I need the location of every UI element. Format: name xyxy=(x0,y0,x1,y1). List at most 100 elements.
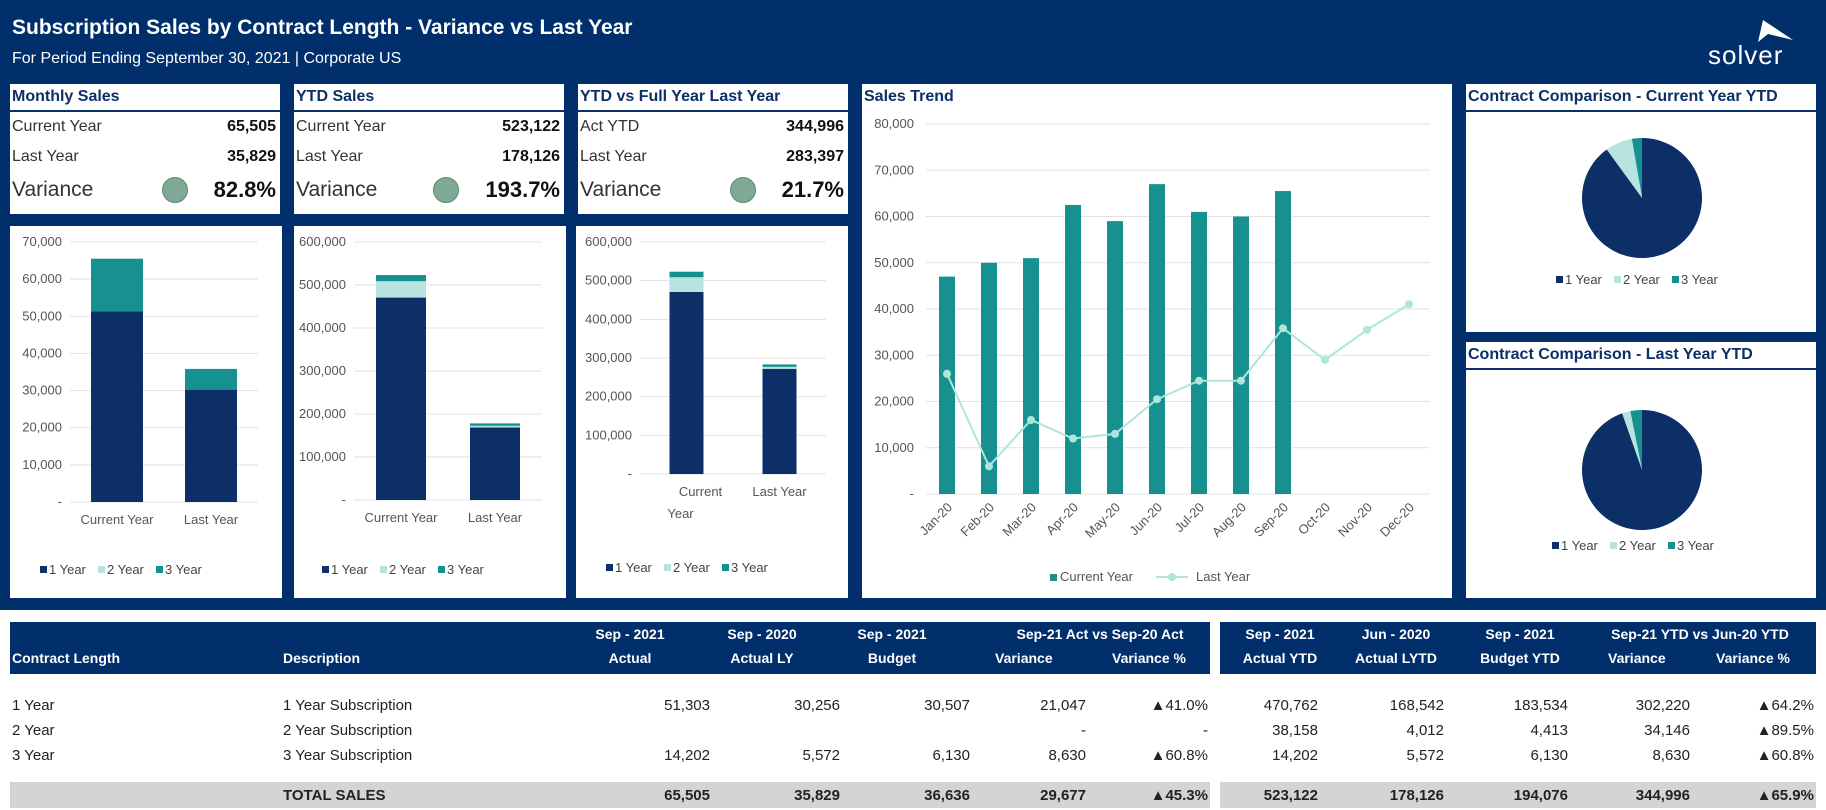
bar-segment xyxy=(669,271,704,278)
legend-label: 2 Year xyxy=(107,562,145,577)
x-tick-label: Last Year xyxy=(184,512,239,527)
legend-label: 1 Year xyxy=(331,562,369,577)
x-tick-label: Current xyxy=(679,484,723,499)
y-tick-label: 500,000 xyxy=(585,273,632,288)
table-header-left: Contract Length Description Sep - 2021 A… xyxy=(10,622,1210,674)
table-header-right: Sep - 2021 Actual YTD Jun - 2020 Actual … xyxy=(1220,622,1816,674)
cell-actual-ly: 35,829 xyxy=(794,787,840,804)
cell-var: 21,047 xyxy=(1040,697,1086,714)
y-tick-label: 100,000 xyxy=(585,427,632,442)
cell-actual: 51,303 xyxy=(664,697,710,714)
y-tick-label: 300,000 xyxy=(299,363,346,378)
kpi-value: 65,505 xyxy=(227,118,276,135)
x-tick-label: Sep-20 xyxy=(1251,500,1291,540)
cell-var: 8,630 xyxy=(1048,747,1086,764)
kpi-label: Current Year xyxy=(296,118,386,135)
x-tick-label: May-20 xyxy=(1082,500,1123,541)
cell-var: 29,677 xyxy=(1040,787,1086,804)
cell-description: 2 Year Subscription xyxy=(283,722,413,739)
x-tick-label: Jan-20 xyxy=(916,500,955,539)
legend-label: 3 Year xyxy=(447,562,485,577)
trend-bar xyxy=(939,276,955,494)
x-tick-label: Current Year xyxy=(81,512,155,527)
ytd-sales-chart: - 100,000 200,000 300,000 400,000 500,000 600,… xyxy=(299,234,542,577)
legend-label: 2 Year xyxy=(1623,272,1661,287)
legend-swatch xyxy=(1614,276,1621,283)
cell-lytd: 5,572 xyxy=(1406,747,1444,764)
y-tick-label: 70,000 xyxy=(874,162,914,177)
bar-segment xyxy=(376,281,426,298)
kpi-row-last: Last Year 35,829 xyxy=(10,142,280,172)
trend-point xyxy=(1279,324,1287,333)
legend-swatch xyxy=(1556,276,1563,283)
legend-label: 2 Year xyxy=(389,562,427,577)
x-tick-label: Nov-20 xyxy=(1335,500,1375,540)
cell-contract-length: 3 Year xyxy=(12,747,55,764)
cell-var-pct: ▲60.8% xyxy=(1150,747,1208,764)
legend-label: Last Year xyxy=(1196,569,1251,584)
bar-segment xyxy=(376,275,426,282)
x-tick-label: Feb-20 xyxy=(957,500,997,540)
pie-current-title: Contract Comparison - Current Year YTD xyxy=(1466,84,1816,112)
legend-swatch xyxy=(606,564,613,571)
y-tick-label: 400,000 xyxy=(585,311,632,326)
trend-bar xyxy=(1107,221,1123,494)
legend-swatch xyxy=(156,566,163,573)
cell-description: 3 Year Subscription xyxy=(283,747,413,764)
legend-swatch xyxy=(40,566,47,573)
trend-point xyxy=(1321,355,1329,364)
th-budget-ytd: Budget YTD xyxy=(1480,650,1560,666)
cell-budget-ytd: 194,076 xyxy=(1513,787,1568,804)
kpi-value: 523,122 xyxy=(502,118,560,135)
bar-segment xyxy=(91,311,143,502)
kpi-label: Current Year xyxy=(12,118,102,135)
trend-bar xyxy=(1023,258,1039,494)
x-tick-label: Jul-20 xyxy=(1171,500,1207,536)
trend-bar xyxy=(1275,191,1291,494)
pie-slice xyxy=(1622,411,1642,470)
kpi-label: Last Year xyxy=(580,148,647,165)
y-tick-label: - xyxy=(628,466,632,481)
trend-point xyxy=(1195,376,1203,385)
cell-budget-ytd: 4,413 xyxy=(1530,722,1568,739)
trend-point xyxy=(1153,395,1161,404)
x-tick-label: Apr-20 xyxy=(1043,500,1081,538)
pie-slice xyxy=(1582,410,1702,530)
cell-ytd: 470,762 xyxy=(1263,697,1318,714)
legend-label: 3 Year xyxy=(165,562,203,577)
legend-label: 3 Year xyxy=(1681,272,1719,287)
th-actual: Actual xyxy=(608,650,652,666)
legend-label: 1 Year xyxy=(615,560,653,575)
legend-label: 1 Year xyxy=(1561,538,1599,553)
kpi-ytd-vs-full-year: YTD vs Full Year Last Year Act YTD 344,99… xyxy=(578,84,848,214)
bar-segment xyxy=(762,364,797,367)
kpi-variance-label: Variance xyxy=(580,178,662,201)
trend-bar xyxy=(1065,204,1081,494)
bar-segment xyxy=(669,277,704,292)
cell-ytd: 14,202 xyxy=(1272,747,1318,764)
th-ytd-variance-group: Sep-21 YTD vs Jun-20 YTD xyxy=(1611,626,1789,642)
kpi-value: 35,829 xyxy=(227,148,276,165)
cell-ytd: 523,122 xyxy=(1263,787,1318,804)
sales-trend-title: Sales Trend xyxy=(864,88,954,105)
sales-trend-chart: - 10,000 20,000 30,000 40,000 50,000 60,000 70,… xyxy=(874,116,1430,584)
kpi-title: Monthly Sales xyxy=(10,84,280,112)
y-tick-label: 60,000 xyxy=(22,271,62,286)
y-tick-label: 40,000 xyxy=(22,345,62,360)
x-tick-label: Dec-20 xyxy=(1377,500,1417,540)
cell-budget: 6,130 xyxy=(932,747,970,764)
cell-budget: 36,636 xyxy=(924,787,970,804)
y-tick-label: - xyxy=(58,494,62,509)
pie-current-panel: Contract Comparison - Current Year YTD 1… xyxy=(1466,84,1816,332)
status-dot-icon xyxy=(729,177,756,203)
trend-bar xyxy=(1191,211,1207,494)
legend-swatch xyxy=(1552,542,1559,549)
th-budget-ytd-period: Sep - 2021 xyxy=(1485,626,1555,642)
legend-label: 3 Year xyxy=(1677,538,1715,553)
legend-label: 1 Year xyxy=(1565,272,1603,287)
y-tick-label: 50,000 xyxy=(22,308,62,323)
trend-point xyxy=(943,369,951,378)
y-tick-label: 30,000 xyxy=(874,347,914,362)
trend-bar xyxy=(981,262,997,494)
cell-actual-ly: 5,572 xyxy=(802,747,840,764)
